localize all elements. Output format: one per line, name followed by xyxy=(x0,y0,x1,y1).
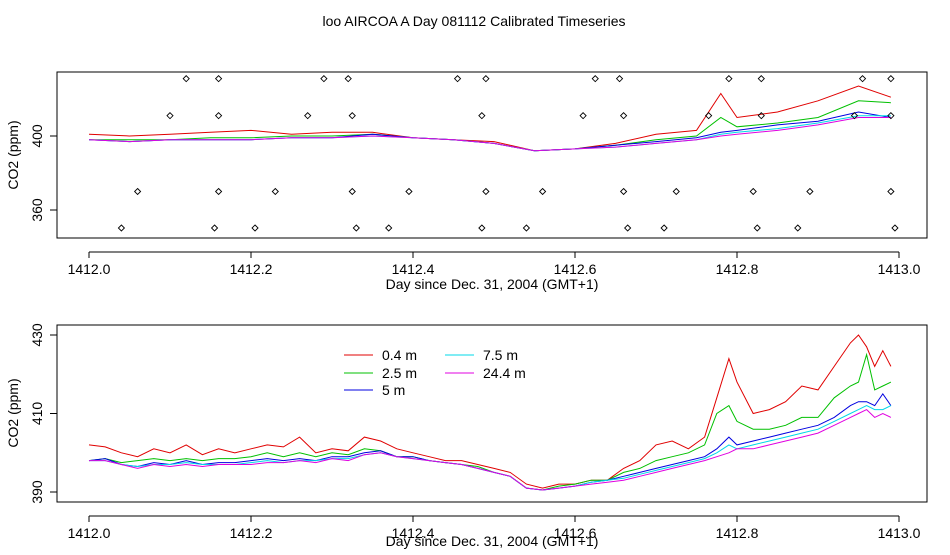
flag-marker xyxy=(891,224,899,232)
flag-marker xyxy=(133,187,142,196)
flag-marker xyxy=(660,224,668,232)
flag-marker xyxy=(210,224,219,232)
top-y-axis-label: CO2 (ppm) xyxy=(5,120,21,189)
flag-marker xyxy=(251,224,259,232)
series-line-series_0_4 xyxy=(88,334,892,489)
top-flag-markers xyxy=(117,75,899,232)
legend-entry-24-4m: 24.4 m xyxy=(445,365,526,381)
flag-marker xyxy=(304,112,312,120)
legend-label-5m: 5 m xyxy=(382,382,405,398)
flag-marker xyxy=(271,187,279,196)
flag-marker xyxy=(214,187,223,196)
flag-marker xyxy=(405,187,413,196)
flag-marker xyxy=(214,75,223,83)
flag-marker xyxy=(887,112,895,120)
bottom-x-axis-label: Day since Dec. 31, 2004 (GMT+1) xyxy=(386,533,599,549)
series-line-series_0_4 xyxy=(88,85,892,152)
flag-marker xyxy=(320,75,328,83)
flag-marker xyxy=(117,224,126,232)
flag-marker xyxy=(794,224,802,232)
x-tick-label: 1412.2 xyxy=(230,525,273,541)
x-tick-label: 1412.0 xyxy=(68,525,111,541)
x-tick-label: 1412.4 xyxy=(392,261,435,277)
flag-marker xyxy=(887,75,895,83)
bottom-x-axis: 1412.0 1412.2 1412.4 1412.6 1412.8 1413.0 xyxy=(68,515,921,541)
flag-marker xyxy=(166,112,174,120)
page-title: loo AIRCOA A Day 081112 Calibrated Times… xyxy=(323,13,626,29)
series-line-series_24_4 xyxy=(88,117,891,152)
bottom-y-axis-label: CO2 (ppm) xyxy=(5,378,21,447)
flag-marker xyxy=(352,224,360,232)
flag-marker xyxy=(348,187,356,196)
y-tick-label: 430 xyxy=(29,323,45,347)
top-panel: 1412.0 1412.2 1412.4 1412.6 1412.8 1413.0 360… xyxy=(5,71,928,292)
flag-marker xyxy=(579,112,587,120)
flag-marker xyxy=(757,112,765,120)
flag-marker xyxy=(182,75,190,83)
flag-marker xyxy=(858,75,867,83)
legend-entry-2-5m: 2.5 m xyxy=(344,365,417,381)
series-line-series_24_4 xyxy=(89,408,892,491)
x-tick-label: 1412.8 xyxy=(716,261,759,277)
legend: 0.4 m 2.5 m 5 m 7.5 m 24.4 m xyxy=(344,347,526,398)
x-tick-label: 1413.0 xyxy=(878,525,921,541)
legend-entry-7-5m: 7.5 m xyxy=(445,347,518,363)
flag-marker xyxy=(619,187,628,196)
flag-marker xyxy=(850,112,859,120)
x-tick-label: 1412.6 xyxy=(554,261,597,277)
flag-marker xyxy=(672,187,680,196)
top-x-axis: 1412.0 1412.2 1412.4 1412.6 1412.8 1413.0 xyxy=(68,251,921,277)
series-line-series_5 xyxy=(88,393,892,491)
series-line-series_7_5 xyxy=(89,405,892,491)
top-x-axis-label: Day since Dec. 31, 2004 (GMT+1) xyxy=(386,276,599,292)
legend-label-24-4m: 24.4 m xyxy=(483,365,526,381)
legend-entry-0-4m: 0.4 m xyxy=(344,347,417,363)
y-tick-label: 360 xyxy=(29,198,45,222)
flag-marker xyxy=(348,112,356,120)
flag-marker xyxy=(753,224,761,232)
bottom-y-axis: 390 410 430 xyxy=(29,323,58,504)
legend-label-2-5m: 2.5 m xyxy=(382,365,417,381)
y-tick-label: 390 xyxy=(29,480,45,504)
flag-marker xyxy=(725,75,733,83)
flag-marker xyxy=(344,75,352,83)
flag-marker xyxy=(214,112,223,120)
y-tick-label: 400 xyxy=(29,124,45,148)
flag-marker xyxy=(806,187,814,196)
y-tick-label: 410 xyxy=(29,402,45,426)
flag-marker xyxy=(624,224,632,232)
legend-label-7-5m: 7.5 m xyxy=(483,347,518,363)
flag-marker xyxy=(705,112,713,120)
flag-marker xyxy=(757,75,765,83)
x-tick-label: 1412.2 xyxy=(230,261,273,277)
legend-entry-5m: 5 m xyxy=(344,382,405,398)
flag-marker xyxy=(591,75,599,83)
x-tick-label: 1412.0 xyxy=(68,261,111,277)
x-tick-label: 1412.8 xyxy=(716,525,759,541)
flag-marker xyxy=(615,75,624,83)
flag-marker xyxy=(749,187,757,196)
flag-marker xyxy=(385,224,393,232)
flag-marker xyxy=(619,112,628,120)
top-series-lines xyxy=(88,85,892,152)
legend-label-0-4m: 0.4 m xyxy=(382,347,417,363)
flag-marker xyxy=(478,224,486,232)
x-tick-label: 1413.0 xyxy=(878,261,921,277)
flag-marker xyxy=(478,112,486,120)
series-line-series_7_5 xyxy=(88,115,891,152)
flag-marker xyxy=(482,187,490,196)
bottom-panel: 1412.0 1412.2 1412.4 1412.6 1412.8 1413.0 390… xyxy=(5,323,928,549)
top-y-axis: 360 400 xyxy=(29,124,58,222)
flag-marker xyxy=(453,75,462,83)
x-tick-label: 1412.4 xyxy=(392,525,435,541)
flag-marker xyxy=(482,75,490,83)
top-plot-frame xyxy=(56,71,928,239)
flag-marker xyxy=(538,187,547,196)
flag-marker xyxy=(522,224,531,232)
bottom-series-lines xyxy=(88,334,892,491)
x-tick-label: 1412.6 xyxy=(554,525,597,541)
flag-marker xyxy=(887,187,895,196)
